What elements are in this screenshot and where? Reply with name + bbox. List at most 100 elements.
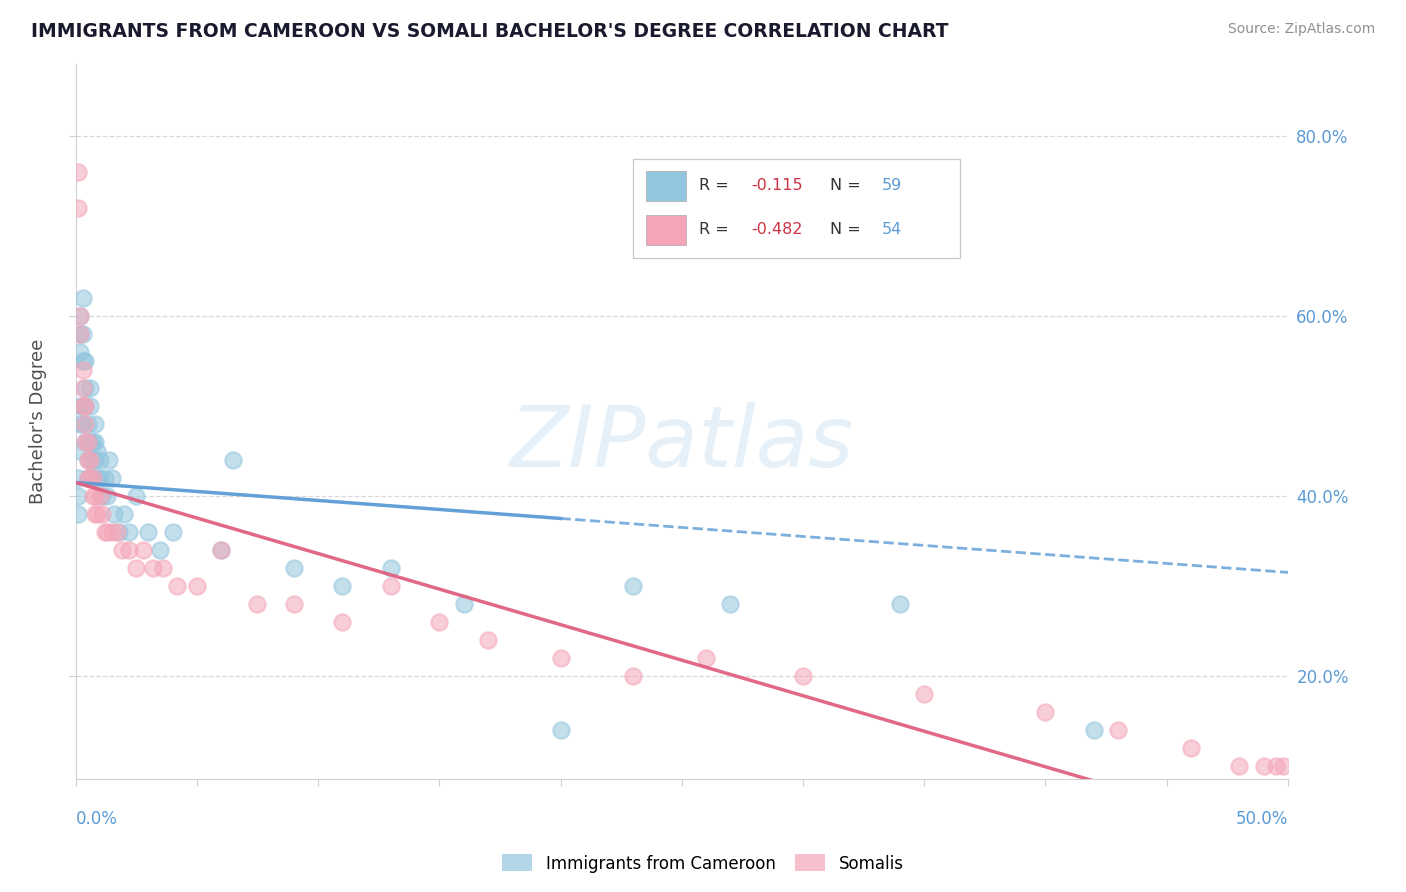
Point [1229, 759, 1251, 773]
Point [209, 543, 232, 558]
Point [1277, 813, 1299, 827]
Point [550, 651, 572, 665]
Point [142, 561, 165, 575]
Point [86, 471, 108, 485]
Point [82, 434, 104, 449]
Point [550, 723, 572, 737]
FancyBboxPatch shape [647, 215, 686, 245]
Point [84, 434, 107, 449]
Point [695, 651, 717, 665]
Point [96, 489, 118, 503]
Point [621, 579, 644, 593]
Point [1272, 759, 1295, 773]
Point [86, 444, 108, 458]
Point [75, 434, 97, 449]
Point [76, 471, 98, 485]
Text: 0.0%: 0.0% [76, 810, 118, 828]
Point [72, 417, 94, 431]
Point [89, 453, 111, 467]
Point [72, 354, 94, 368]
Legend: Immigrants from Cameroon, Somalis: Immigrants from Cameroon, Somalis [495, 847, 911, 880]
Point [105, 524, 128, 539]
Point [136, 524, 159, 539]
Point [69, 309, 91, 323]
Point [72, 291, 94, 305]
Point [69, 345, 91, 359]
Point [79, 381, 101, 395]
Point [79, 399, 101, 413]
Point [380, 579, 402, 593]
Point [718, 597, 741, 611]
Point [132, 543, 155, 558]
Point [118, 543, 141, 558]
Text: ZIPatlas: ZIPatlas [509, 401, 853, 484]
Point [166, 579, 188, 593]
Text: N =: N = [830, 178, 866, 193]
Point [89, 471, 111, 485]
FancyBboxPatch shape [647, 171, 686, 202]
Text: N =: N = [830, 222, 866, 236]
Point [75, 354, 97, 368]
Point [149, 543, 172, 558]
Point [93, 471, 115, 485]
Text: -0.115: -0.115 [751, 178, 803, 193]
Point [72, 381, 94, 395]
Point [69, 444, 91, 458]
Point [283, 597, 305, 611]
Point [96, 524, 118, 539]
Point [283, 561, 305, 575]
Point [72, 399, 94, 413]
Text: R =: R = [699, 222, 734, 236]
Point [103, 507, 125, 521]
Point [76, 434, 98, 449]
Point [82, 471, 104, 485]
Point [66, 201, 89, 215]
Text: 54: 54 [882, 222, 903, 236]
Point [98, 453, 121, 467]
Point [1264, 759, 1286, 773]
Point [69, 326, 91, 341]
Point [86, 507, 108, 521]
Point [75, 417, 97, 431]
Point [82, 453, 104, 467]
Point [1035, 705, 1057, 719]
Point [112, 507, 135, 521]
Point [222, 453, 245, 467]
Point [69, 309, 91, 323]
Point [84, 453, 107, 467]
Point [101, 524, 124, 539]
Point [1253, 759, 1275, 773]
Point [889, 597, 911, 611]
Point [152, 561, 174, 575]
Point [1083, 723, 1105, 737]
Point [101, 471, 124, 485]
Text: -0.482: -0.482 [751, 222, 803, 236]
Point [69, 326, 91, 341]
Point [477, 632, 499, 647]
Point [330, 615, 353, 629]
Point [76, 471, 98, 485]
Point [453, 597, 475, 611]
Point [125, 489, 148, 503]
Point [72, 363, 94, 377]
Point [93, 524, 115, 539]
Point [1107, 723, 1129, 737]
Point [66, 489, 89, 503]
Point [82, 489, 104, 503]
Point [72, 326, 94, 341]
Point [621, 669, 644, 683]
Point [1180, 740, 1202, 755]
Point [427, 615, 450, 629]
Point [75, 399, 97, 413]
Point [79, 471, 101, 485]
Point [91, 489, 114, 503]
Point [79, 434, 101, 449]
Point [75, 381, 97, 395]
Point [91, 507, 114, 521]
Point [72, 399, 94, 413]
Text: Source: ZipAtlas.com: Source: ZipAtlas.com [1227, 22, 1375, 37]
Point [76, 453, 98, 467]
Point [110, 543, 132, 558]
Point [76, 453, 98, 467]
Point [209, 543, 232, 558]
